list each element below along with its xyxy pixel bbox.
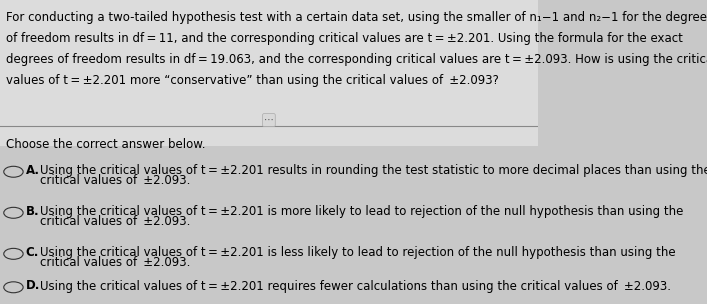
Text: critical values of  ±2.093.: critical values of ±2.093.: [40, 215, 191, 228]
FancyBboxPatch shape: [0, 146, 538, 304]
Text: For conducting a two-tailed hypothesis test with a certain data set, using the s: For conducting a two-tailed hypothesis t…: [6, 11, 707, 24]
Text: A.: A.: [26, 164, 40, 177]
FancyBboxPatch shape: [0, 0, 538, 146]
Text: ⋯: ⋯: [264, 115, 274, 125]
Text: critical values of  ±2.093.: critical values of ±2.093.: [40, 174, 191, 187]
Text: degrees of freedom results in df = 19.063, and the corresponding critical values: degrees of freedom results in df = 19.06…: [6, 53, 707, 66]
Text: C.: C.: [26, 246, 39, 259]
Text: values of t = ±2.201 more “conservative” than using the critical values of  ±2.0: values of t = ±2.201 more “conservative”…: [6, 74, 499, 88]
Text: D.: D.: [26, 279, 40, 292]
Text: Using the critical values of t = ±2.201 results in rounding the test statistic t: Using the critical values of t = ±2.201 …: [40, 164, 707, 177]
Text: Choose the correct answer below.: Choose the correct answer below.: [6, 138, 206, 151]
Text: critical values of  ±2.093.: critical values of ±2.093.: [40, 256, 191, 269]
Text: of freedom results in df = 11, and the corresponding critical values are t = ±2.: of freedom results in df = 11, and the c…: [6, 32, 684, 45]
Text: B.: B.: [26, 205, 40, 218]
Text: Using the critical values of t = ±2.201 is more likely to lead to rejection of t: Using the critical values of t = ±2.201 …: [40, 205, 684, 218]
Text: Using the critical values of t = ±2.201 is less likely to lead to rejection of t: Using the critical values of t = ±2.201 …: [40, 246, 676, 259]
Text: Using the critical values of t = ±2.201 requires fewer calculations than using t: Using the critical values of t = ±2.201 …: [40, 280, 672, 293]
